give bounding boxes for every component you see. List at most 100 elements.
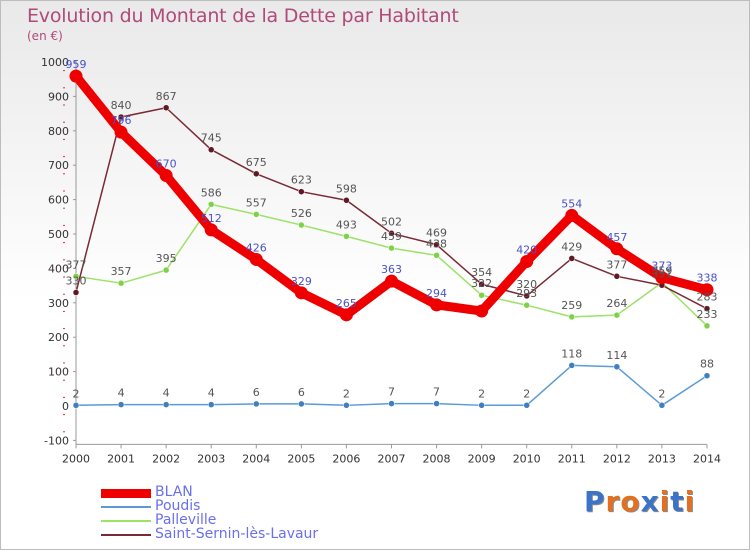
data-point <box>388 244 395 252</box>
data-label: 329 <box>291 275 312 288</box>
data-label: 867 <box>156 90 177 103</box>
data-label: 377 <box>66 258 87 271</box>
y-tick-label: 0 <box>62 400 69 413</box>
data-label: 586 <box>201 186 222 199</box>
data-label: 557 <box>246 196 267 209</box>
data-point <box>204 223 218 237</box>
data-point <box>249 252 263 266</box>
data-label: 2 <box>343 387 350 400</box>
data-label: 675 <box>246 156 267 169</box>
data-point <box>658 402 666 409</box>
data-point <box>523 301 530 309</box>
y-tick-label: 900 <box>48 90 69 103</box>
data-label: 526 <box>291 207 312 220</box>
legend-swatch <box>101 506 151 508</box>
data-label: 6 <box>253 386 260 399</box>
data-label: 459 <box>381 230 402 243</box>
data-label: 4 <box>163 387 170 400</box>
y-tick-label: 600 <box>48 194 69 207</box>
x-tick-label: 2005 <box>287 452 315 465</box>
legend-label: Poudis <box>155 498 201 514</box>
data-point <box>159 169 173 183</box>
data-point <box>162 104 170 112</box>
data-point <box>72 289 80 296</box>
legend-swatch <box>101 520 151 522</box>
data-label: 320 <box>516 278 537 291</box>
data-point <box>69 69 83 83</box>
y-tick-label: 400 <box>48 262 69 275</box>
x-tick-label: 2009 <box>468 452 496 465</box>
data-point <box>655 271 669 285</box>
data-point <box>117 113 125 121</box>
data-label: 359 <box>651 265 672 278</box>
data-point <box>478 402 485 409</box>
data-point <box>114 125 128 139</box>
data-point <box>475 304 489 318</box>
x-tick-label: 2007 <box>377 452 405 465</box>
x-tick-label: 2002 <box>152 452 180 465</box>
data-point <box>433 252 440 259</box>
data-label: 283 <box>696 291 717 304</box>
data-point <box>568 313 576 321</box>
data-label: 959 <box>66 58 87 71</box>
proxiti-logo: Proxiti <box>584 485 695 518</box>
data-label: 88 <box>700 358 714 371</box>
logo-letter: P <box>584 485 606 518</box>
data-label: 2 <box>523 387 530 400</box>
data-label: 351 <box>651 267 672 280</box>
data-point <box>207 401 215 408</box>
data-label: 554 <box>561 197 582 210</box>
data-point <box>72 402 80 409</box>
legend-label: Palleville <box>155 512 217 528</box>
data-label: 7 <box>433 386 440 399</box>
data-point <box>162 266 170 274</box>
data-point <box>523 402 530 409</box>
data-label: 4 <box>208 387 215 400</box>
y-tick-label: 100 <box>48 366 69 379</box>
data-point <box>520 255 534 269</box>
data-point <box>700 283 714 297</box>
x-tick-label: 2010 <box>513 452 541 465</box>
logo-letter: o <box>620 485 641 518</box>
data-point <box>384 274 398 288</box>
legend-label: BLAN <box>155 484 193 500</box>
data-point <box>565 208 579 222</box>
x-tick-label: 2004 <box>242 452 270 465</box>
logo-letter: i <box>659 485 671 518</box>
data-point <box>298 400 305 408</box>
data-point <box>253 400 260 408</box>
data-label: 512 <box>201 212 222 225</box>
data-label: 395 <box>156 252 177 265</box>
legend-swatch <box>101 489 151 498</box>
data-point <box>610 242 624 256</box>
logo-letter: x <box>640 485 660 518</box>
data-label: 7 <box>388 386 395 399</box>
data-point <box>253 170 260 178</box>
data-point <box>523 292 530 300</box>
data-point <box>298 221 305 229</box>
data-label: 357 <box>111 265 132 278</box>
data-label: 259 <box>561 299 582 312</box>
data-point <box>388 230 395 237</box>
logo-letter: t <box>670 485 685 518</box>
data-point <box>253 211 260 218</box>
y-tick-label: 300 <box>48 297 69 310</box>
data-label: 264 <box>606 297 627 310</box>
data-label: 363 <box>381 263 402 276</box>
data-point <box>117 401 125 408</box>
data-point <box>478 280 485 288</box>
data-point <box>343 233 350 240</box>
data-point <box>339 308 353 322</box>
data-label: 420 <box>516 244 537 257</box>
y-tick-label: -100 <box>44 434 69 447</box>
data-point <box>117 279 125 287</box>
data-label: 330 <box>66 274 87 287</box>
data-point <box>568 255 576 262</box>
data-point <box>343 402 350 409</box>
legend-label: Saint-Sernin-lès-Lavaur <box>155 526 319 542</box>
data-point <box>207 146 215 153</box>
data-point <box>294 286 308 300</box>
y-tick-label: 1000 <box>41 56 69 69</box>
chart-subtitle: (en €) <box>27 29 63 43</box>
